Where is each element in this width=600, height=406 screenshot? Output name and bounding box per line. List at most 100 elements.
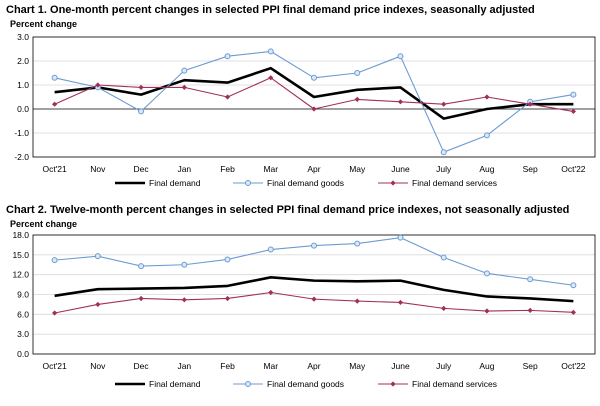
x-tick-label: Feb [220,164,235,174]
plot-area-border [32,36,596,158]
chart-2: Chart 2. Twelve-month percent changes in… [6,204,596,389]
data-point [138,84,144,90]
x-tick-label: Apr [307,361,320,371]
data-point [440,254,447,261]
chart-2-series [51,234,577,316]
data-point [397,234,404,241]
chart-1-x-ticks: Oct'21 Nov Dec Jan Feb Mar Apr May June July Aug Se… [42,164,585,174]
data-point [311,296,317,302]
legend-label: Final demand goods [267,379,344,389]
x-tick-label: Nov [90,361,106,371]
data-point [224,53,231,60]
data-point [483,270,490,277]
data-point [441,305,447,311]
chart-1-title: Chart 1. One-month percent changes in se… [6,4,535,16]
x-tick-label: Dec [134,164,150,174]
y-tick-label: 6.0 [17,309,29,319]
data-point [483,132,490,139]
x-tick-label: Mar [263,164,278,174]
plot-area-border [32,234,596,355]
x-tick-label: Mar [263,361,278,371]
legend-label: Final demand goods [267,178,344,188]
data-point [311,106,317,112]
x-tick-label: May [349,361,366,371]
x-tick-label: Dec [134,361,150,371]
data-point [181,297,187,303]
legend-marker [390,180,396,186]
data-point [527,276,534,283]
data-point [224,256,231,263]
x-tick-label: June [391,164,410,174]
x-tick-label: Nov [90,164,106,174]
y-tick-label: -2.0 [14,152,29,162]
x-tick-label: Oct'22 [561,164,586,174]
data-point [397,299,404,306]
data-point [181,67,188,74]
chart-1-y-axis-label: Percent change [10,19,77,29]
data-point [570,282,577,289]
x-tick-label: Sep [523,164,538,174]
chart-2-title: Chart 2. Twelve-month percent changes in… [6,204,569,216]
data-point [570,91,577,98]
y-tick-label: 9.0 [17,290,29,300]
data-point [354,70,361,76]
x-tick-label: Sep [523,361,538,371]
chart-1-series [51,48,577,156]
x-tick-label: June [391,361,410,371]
data-point [570,309,576,315]
data-point [354,96,360,102]
y-tick-label: -1.0 [14,128,29,138]
data-point [354,240,361,247]
data-point [95,82,101,88]
data-point [224,295,231,302]
data-point [268,75,274,81]
data-point [51,257,58,264]
data-point [95,301,101,308]
data-point [181,261,188,268]
y-tick-label: 15.0 [12,250,29,260]
data-point [267,246,274,253]
x-tick-label: Aug [479,164,494,174]
chart-2-legend: Final demand Final demand goods Final dema… [115,379,497,389]
data-point [484,94,490,100]
legend-label: Final demand [149,178,201,188]
legend-label: Final demand services [412,178,497,188]
data-point [138,263,145,270]
x-tick-label: Oct'22 [561,361,586,371]
y-tick-label: 3.0 [17,32,29,42]
data-point [51,74,58,81]
y-tick-label: 0.0 [17,349,29,359]
data-point [52,101,58,107]
chart-2-y-axis-label: Percent change [10,219,77,229]
series-line-1 [54,276,574,303]
legend-marker [390,381,396,387]
chart-2-y-ticks: 18.0 15.0 12.0 9.0 6.0 3.0 0.0 [12,230,29,359]
legend-label: Final demand [149,379,201,389]
data-point [440,149,447,156]
data-point [311,74,317,81]
legend-marker [245,381,251,387]
chart-1-gridlines [32,36,596,158]
data-point [52,310,58,316]
data-point [397,99,404,105]
x-tick-label: Aug [479,361,494,371]
data-point [138,108,145,115]
y-tick-label: 12.0 [12,270,29,280]
x-tick-label: Feb [220,361,235,371]
chart-1-legend: Final demand Final demand goods Final dema… [115,178,497,188]
data-point [354,298,360,304]
x-tick-label: Oct'21 [42,361,67,371]
y-tick-label: 3.0 [17,329,29,339]
y-tick-label: 18.0 [12,230,29,240]
chart-2-gridlines [32,234,596,355]
y-tick-label: 2.0 [17,56,29,66]
data-point [484,308,490,314]
x-tick-label: Oct'21 [42,164,67,174]
data-point [138,295,144,302]
x-tick-label: July [436,164,452,174]
series-line-1 [54,66,574,120]
y-tick-label: 0.0 [17,104,29,114]
x-tick-label: Jan [177,361,191,371]
chart-1: Chart 1. One-month percent changes in se… [6,4,596,188]
